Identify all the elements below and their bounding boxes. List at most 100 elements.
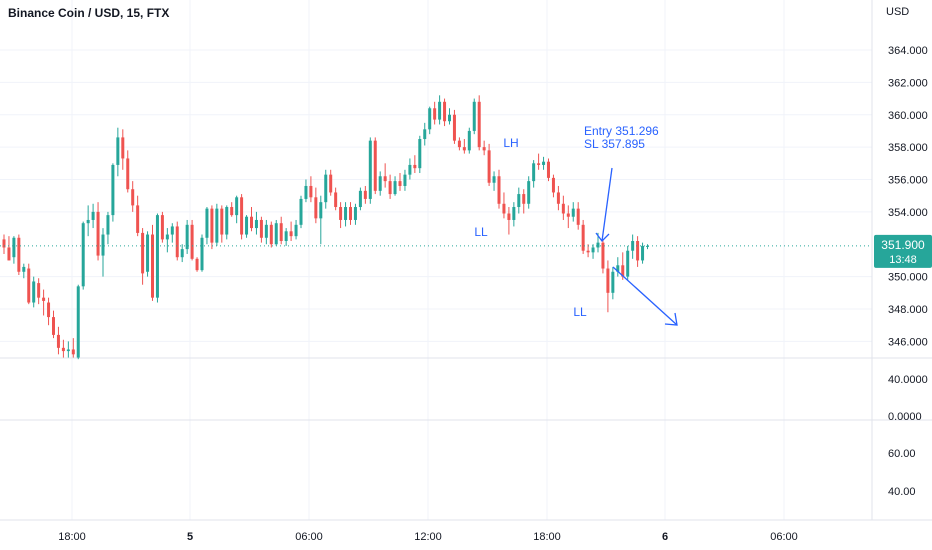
time-tick-label: 06:00: [295, 531, 323, 543]
candle-body: [151, 234, 154, 298]
candle-body: [294, 224, 298, 237]
candle-body: [537, 163, 541, 165]
candle-body: [403, 174, 407, 186]
candle-body: [47, 302, 51, 318]
candle-body: [7, 247, 11, 261]
price-tick-label: 364.000: [888, 45, 928, 57]
candle-body: [32, 281, 36, 303]
candle-body: [146, 234, 150, 272]
candle-body: [205, 208, 209, 238]
entry-arrow-line: [601, 167, 613, 242]
candle-body: [423, 129, 427, 140]
candle-body: [22, 266, 26, 272]
target-arrow-head: [664, 312, 678, 326]
chart-grid: [0, 0, 872, 520]
candle-body: [210, 208, 214, 243]
candle-body: [195, 258, 199, 271]
candle-body: [230, 207, 234, 216]
candle-body: [76, 286, 80, 358]
time-tick-label: 18:00: [533, 531, 561, 543]
candle-body: [175, 226, 179, 258]
candle-body: [596, 242, 600, 248]
candle-body: [81, 223, 85, 287]
candle-body: [452, 114, 456, 141]
candle-body: [17, 237, 21, 272]
candle-body: [245, 216, 249, 235]
candle-body: [37, 283, 41, 298]
indicator-tick-label: 40.0000: [888, 374, 928, 386]
candle-body: [141, 232, 145, 274]
candle-body: [91, 211, 95, 220]
candle-body: [329, 174, 333, 193]
candle-body: [250, 216, 253, 229]
candle-body: [542, 161, 546, 165]
candle-body: [413, 164, 417, 169]
candle-body: [497, 176, 501, 204]
time-axis[interactable]: 18:00 5 06:00 12:00 18:00 6 06:00: [58, 531, 798, 543]
candle-body: [225, 207, 229, 235]
candle-body: [586, 250, 590, 253]
candle-body: [314, 197, 318, 219]
candle-body: [561, 203, 565, 214]
candle-body: [121, 137, 125, 159]
time-tick-label: 6: [662, 531, 668, 543]
candle-body: [448, 114, 451, 122]
candle-body: [56, 334, 60, 348]
candle-body: [398, 181, 402, 186]
candle-body: [344, 207, 348, 220]
candle-body: [482, 147, 486, 151]
indicator-tick-label: 40.00: [888, 486, 916, 498]
candle-body: [358, 190, 362, 208]
candle-body: [532, 163, 536, 182]
candle-body: [462, 147, 466, 151]
currency-label: USD: [886, 6, 910, 18]
candle-body: [96, 211, 100, 256]
price-tick-label: 362.000: [888, 77, 928, 89]
candle-body: [621, 265, 625, 277]
candle-body: [616, 265, 620, 272]
indicator-tick-label: 0.0000: [888, 411, 922, 423]
candle-body: [309, 185, 313, 198]
price-tick-label: 350.000: [888, 272, 928, 284]
candle-body: [101, 234, 105, 256]
candle-body: [611, 271, 615, 293]
candle-body: [339, 207, 343, 220]
candle-body: [383, 176, 387, 182]
candle-body: [418, 139, 422, 169]
target-arrow-line: [612, 266, 678, 326]
candle-body: [566, 213, 570, 217]
candle-body: [155, 215, 159, 298]
candle-body: [304, 185, 308, 199]
indicator-tick-label: 60.00: [888, 448, 916, 460]
candle-body: [136, 205, 140, 233]
candle-body: [106, 215, 110, 235]
candle-body: [472, 101, 476, 131]
time-tick-label: 12:00: [414, 531, 442, 543]
candle-body: [2, 239, 6, 248]
candle-body: [373, 140, 377, 191]
candle-body: [626, 250, 630, 277]
candle-body: [601, 242, 605, 269]
candle-body: [165, 234, 169, 240]
candle-body: [408, 164, 412, 175]
time-tick-label: 18:00: [58, 531, 86, 543]
candle-body: [512, 207, 516, 220]
candle-body: [487, 150, 491, 183]
candle-body: [259, 219, 263, 238]
candle-body: [220, 208, 224, 235]
candle-body: [170, 226, 174, 235]
price-tick-label: 356.000: [888, 175, 928, 187]
symbol-title[interactable]: Binance Coin / USD, 15, FTX: [8, 6, 170, 20]
candle-body: [443, 101, 447, 122]
candle-body: [12, 237, 16, 258]
candle-body: [131, 189, 135, 206]
indicator-pane-separators: [0, 0, 932, 521]
last-price-value: 351.900: [881, 238, 925, 252]
candle-body: [180, 249, 184, 258]
price-tick-label: 346.000: [888, 336, 928, 348]
price-axis[interactable]: 364.000 362.000 360.000 358.000 356.000 354.0…: [888, 45, 928, 348]
last-price-badge: 351.900 13:48: [874, 234, 932, 268]
candle-body: [517, 194, 521, 208]
